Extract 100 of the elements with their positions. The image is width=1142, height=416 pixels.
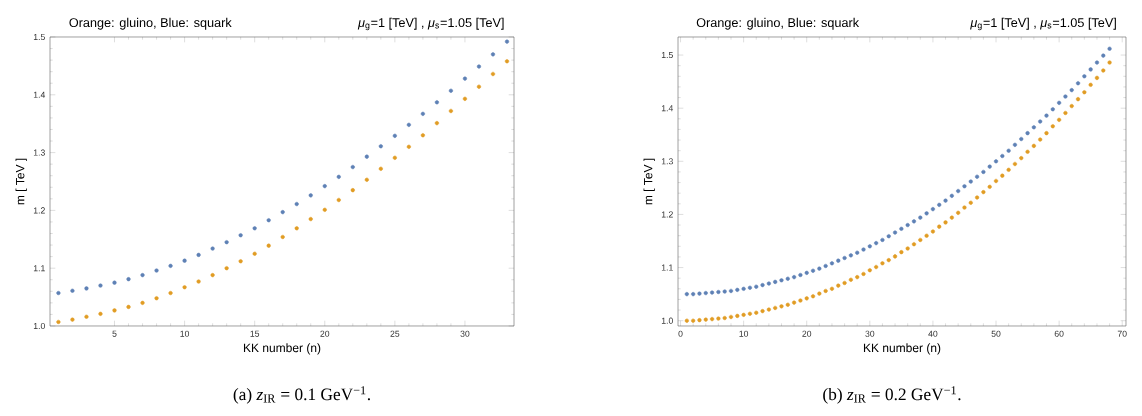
chart-title: Orange: gluino, Blue: squark <box>696 17 860 30</box>
y-tick-label: 1.0 <box>33 322 45 330</box>
point <box>238 233 243 238</box>
point <box>126 277 131 282</box>
point <box>182 285 187 290</box>
point <box>168 263 173 268</box>
point <box>448 88 453 93</box>
point <box>350 188 355 193</box>
y-tick-label: 1.2 <box>33 207 45 214</box>
point <box>364 154 369 159</box>
point <box>168 290 173 296</box>
point <box>84 286 89 291</box>
point <box>84 314 89 319</box>
x-tick-label: 60 <box>1054 330 1064 337</box>
y-tick-label: 1.0 <box>661 317 673 324</box>
point <box>336 197 341 203</box>
x-tick-label: 50 <box>991 330 1001 337</box>
point <box>70 317 75 322</box>
chart-title: Orange: gluino, Blue: squark <box>69 17 232 30</box>
text: (b) z$_{IR}$ = 0.2 GeV$^{−1}$. <box>823 386 961 404</box>
point <box>336 174 341 179</box>
point <box>308 216 313 222</box>
point <box>196 279 201 284</box>
point <box>378 144 383 149</box>
x-axis-title: KK number (n) <box>243 343 321 355</box>
point <box>196 252 201 257</box>
point <box>154 268 159 273</box>
y-tick-label: 1.4 <box>661 105 674 112</box>
x-tick-label: 10 <box>739 330 749 337</box>
point <box>476 84 482 89</box>
point <box>266 218 271 223</box>
x-tick-label: 25 <box>390 330 400 337</box>
point <box>420 133 425 138</box>
point <box>266 243 271 248</box>
point <box>280 234 285 240</box>
point <box>126 304 131 309</box>
point <box>490 71 496 77</box>
point <box>210 273 215 278</box>
point <box>462 96 468 101</box>
point <box>406 144 411 149</box>
y-axis-title: m [ TeV ] <box>15 158 27 205</box>
point <box>322 207 327 212</box>
point <box>504 39 510 44</box>
point <box>154 296 159 301</box>
point <box>490 52 496 57</box>
y-tick-label: 1.1 <box>33 265 45 272</box>
point <box>294 201 299 207</box>
point <box>252 226 257 231</box>
point <box>98 311 103 316</box>
point <box>378 166 383 171</box>
y-tick-label: 1.5 <box>661 52 673 59</box>
point <box>476 64 482 69</box>
point <box>462 76 468 81</box>
point <box>504 59 510 64</box>
point <box>434 121 439 126</box>
point <box>210 246 215 251</box>
chart-subtitle: μ$_{g}$=1 [TeV] , μ$_{s}$=1.05 [TeV] <box>970 17 1116 31</box>
point <box>56 319 61 325</box>
x-tick-label: 30 <box>865 330 875 337</box>
point <box>308 193 313 198</box>
point <box>140 300 145 305</box>
point <box>112 280 117 285</box>
point <box>98 283 103 288</box>
x-tick-label: 20 <box>320 330 330 337</box>
point <box>70 288 75 293</box>
point <box>448 108 453 114</box>
x-tick-label: 40 <box>928 330 938 337</box>
x-tick-label: 30 <box>460 330 470 337</box>
point <box>420 111 425 116</box>
point <box>56 290 61 296</box>
y-tick-label: 1.1 <box>661 264 673 271</box>
point <box>238 259 243 264</box>
text: (a) z$_{IR}$ = 0.1 GeV$^{−1}$. <box>233 386 370 404</box>
point <box>350 164 355 170</box>
point <box>252 251 257 256</box>
y-tick-label: 1.2 <box>661 211 673 218</box>
point <box>280 210 285 215</box>
y-tick-label: 1.4 <box>33 91 46 98</box>
point <box>182 258 187 263</box>
point <box>112 308 117 313</box>
point <box>406 122 411 127</box>
chart-subtitle: μ$_{g}$=1 [TeV] , μ$_{s}$=1.05 [TeV] <box>357 17 504 31</box>
x-tick-label: 10 <box>180 330 190 337</box>
x-tick-label: 15 <box>250 330 260 337</box>
point <box>434 100 439 105</box>
y-axis-title: m [ TeV ] <box>643 158 655 205</box>
point <box>224 266 229 271</box>
point <box>392 155 397 160</box>
x-axis-title: KK number (n) <box>863 343 941 355</box>
x-tick-label: 70 <box>1117 330 1127 337</box>
x-tick-label: 0 <box>678 330 683 337</box>
point <box>140 273 145 278</box>
x-tick-label: 20 <box>802 330 812 337</box>
y-tick-label: 1.3 <box>33 149 45 156</box>
point <box>322 184 327 189</box>
y-tick-label: 1.3 <box>661 158 673 165</box>
point <box>294 226 299 231</box>
point <box>224 240 229 245</box>
x-tick-label: 5 <box>112 330 117 337</box>
point <box>392 133 397 138</box>
